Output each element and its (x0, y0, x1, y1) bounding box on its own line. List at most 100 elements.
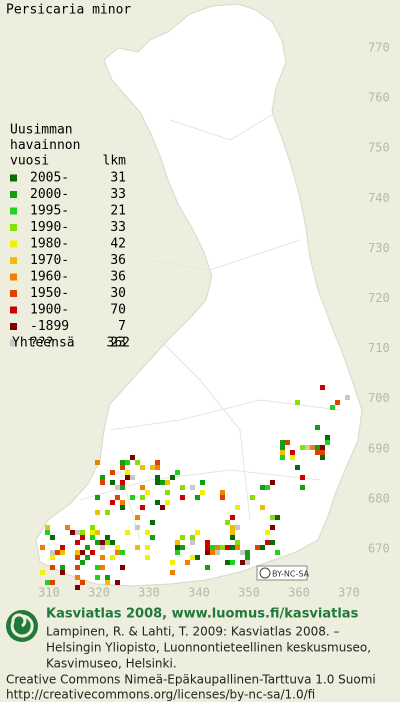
observation-square (200, 490, 205, 495)
legend-count: 7 (118, 319, 126, 334)
observation-square (90, 535, 95, 540)
observation-square (60, 565, 65, 570)
observation-square (140, 465, 145, 470)
observation-square (80, 550, 85, 555)
legend-swatch (10, 290, 17, 297)
legend-count: 23 (110, 336, 126, 351)
northing-label: 730 (368, 241, 390, 255)
observation-square (180, 485, 185, 490)
observation-square (75, 575, 80, 580)
observation-square (60, 570, 65, 575)
observation-square (110, 470, 115, 475)
cc-badge (256, 565, 308, 581)
observation-square (130, 455, 135, 460)
legend-swatch (10, 174, 17, 182)
observation-square (265, 540, 270, 545)
observation-square (120, 460, 125, 465)
observation-square (80, 535, 85, 540)
observation-square (210, 550, 215, 555)
northing-label: 720 (368, 291, 390, 305)
observation-square (135, 515, 140, 520)
legend-label: 1990- (30, 220, 69, 235)
observation-square (105, 510, 110, 515)
observation-square (205, 540, 210, 545)
easting-label: 340 (188, 586, 210, 600)
footer-title: Kasviatlas 2008, www.luomus.fi/kasviatla… (46, 607, 359, 622)
badge-text: BY-NC-SA (272, 570, 310, 579)
observation-square (125, 530, 130, 535)
observation-square (325, 440, 330, 445)
observation-square (110, 555, 115, 560)
legend-label: 1980- (30, 237, 69, 252)
observation-square (60, 550, 65, 555)
northing-label: 670 (368, 542, 390, 556)
observation-square (150, 535, 155, 540)
observation-square (230, 535, 235, 540)
observation-square (175, 470, 180, 475)
observation-square (230, 560, 235, 565)
observation-square (275, 550, 280, 555)
legend-count: 36 (110, 270, 126, 285)
observation-square (150, 465, 155, 470)
observation-square (125, 460, 130, 465)
cc-icon (259, 567, 271, 579)
observation-square (235, 545, 240, 550)
northing-label: 700 (368, 391, 390, 405)
observation-square (125, 470, 130, 475)
observation-square (225, 560, 230, 565)
observation-square (315, 425, 320, 430)
observation-square (175, 545, 180, 550)
observation-square (235, 525, 240, 530)
citation-line: Helsingin Yliopisto, Luonnontieteellinen… (46, 641, 371, 655)
legend-count: 31 (110, 171, 126, 186)
observation-square (265, 530, 270, 535)
observation-square (280, 440, 285, 445)
citation-line: Lampinen, R. & Lahti, T. 2009: Kasviatla… (46, 625, 340, 639)
observation-square (230, 515, 235, 520)
observation-square (70, 530, 75, 535)
observation-square (210, 545, 215, 550)
observation-square (145, 545, 150, 550)
observation-square (170, 475, 175, 480)
observation-square (235, 540, 240, 545)
observation-square (180, 535, 185, 540)
observation-square (105, 575, 110, 580)
observation-square (75, 585, 80, 590)
observation-square (280, 445, 285, 450)
observation-square (315, 445, 320, 450)
observation-square (135, 460, 140, 465)
legend-swatch (10, 207, 17, 215)
observation-square (115, 495, 120, 500)
observation-square (140, 495, 145, 500)
observation-square (155, 460, 160, 465)
observation-square (135, 545, 140, 550)
observation-square (205, 545, 210, 550)
northing-label: 690 (368, 441, 390, 455)
observation-square (230, 525, 235, 530)
easting-label: 370 (338, 586, 360, 600)
observation-square (245, 555, 250, 560)
observation-square (60, 545, 65, 550)
observation-square (120, 500, 125, 505)
observation-square (290, 455, 295, 460)
easting-label: 320 (88, 586, 110, 600)
observation-square (50, 555, 55, 560)
northing-label: 710 (368, 341, 390, 355)
observation-square (105, 580, 110, 585)
northing-label: 770 (368, 41, 390, 55)
license-line: Creative Commons Nimeä-Epäkaupallinen-Ta… (6, 673, 376, 687)
observation-square (120, 550, 125, 555)
observation-square (305, 445, 310, 450)
logo (6, 610, 38, 642)
observation-square (90, 550, 95, 555)
observation-square (235, 505, 240, 510)
map-title: Persicaria minor (6, 3, 131, 18)
observation-square (80, 530, 85, 535)
observation-square (100, 540, 105, 545)
legend-swatch (10, 240, 17, 248)
easting-label: 350 (238, 586, 260, 600)
observation-square (315, 450, 320, 455)
